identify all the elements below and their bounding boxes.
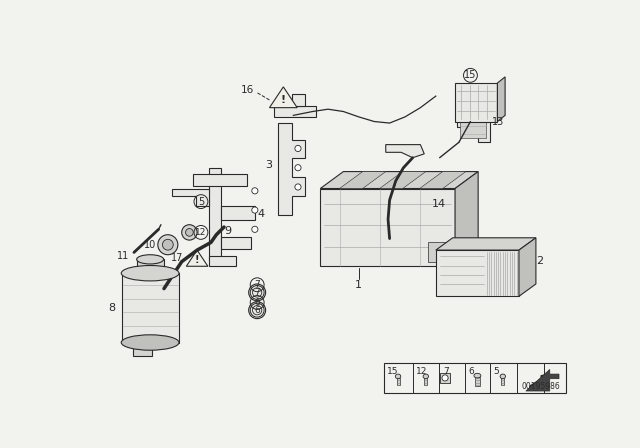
Text: 1: 1 (355, 280, 362, 290)
Text: 7: 7 (254, 288, 260, 297)
Polygon shape (292, 94, 305, 106)
Polygon shape (122, 273, 179, 343)
Polygon shape (436, 250, 519, 296)
Text: 3: 3 (265, 160, 272, 170)
Text: 15: 15 (387, 367, 399, 376)
Text: 5: 5 (493, 367, 499, 376)
Ellipse shape (396, 374, 401, 379)
Text: 4: 4 (257, 209, 264, 219)
Circle shape (186, 228, 193, 236)
Circle shape (158, 235, 178, 255)
Polygon shape (186, 250, 208, 266)
Polygon shape (221, 237, 251, 249)
Polygon shape (384, 363, 566, 392)
Polygon shape (420, 172, 466, 189)
Polygon shape (455, 83, 497, 121)
Bar (440, 373, 451, 383)
Circle shape (295, 146, 301, 151)
Polygon shape (193, 174, 247, 186)
Circle shape (249, 284, 266, 301)
Text: 6: 6 (254, 298, 260, 307)
Polygon shape (133, 339, 152, 356)
Polygon shape (380, 172, 426, 189)
Polygon shape (397, 378, 399, 385)
Text: 11: 11 (117, 251, 129, 261)
Text: !: ! (281, 95, 286, 105)
Text: !: ! (195, 255, 199, 265)
Text: 12: 12 (416, 367, 427, 376)
Polygon shape (386, 145, 424, 158)
Text: 2: 2 (536, 256, 543, 266)
Polygon shape (424, 378, 428, 385)
Text: 9: 9 (224, 226, 231, 236)
Polygon shape (172, 189, 209, 206)
Polygon shape (221, 206, 255, 220)
Text: 17: 17 (171, 253, 183, 263)
Text: 15: 15 (464, 70, 477, 80)
Ellipse shape (121, 335, 179, 350)
Polygon shape (340, 172, 386, 189)
Ellipse shape (500, 374, 506, 379)
Polygon shape (460, 116, 486, 138)
Text: 14: 14 (432, 199, 446, 209)
Polygon shape (526, 370, 559, 391)
Text: 00195986: 00195986 (522, 382, 561, 391)
Polygon shape (455, 172, 478, 266)
Ellipse shape (137, 255, 164, 264)
Polygon shape (475, 377, 480, 386)
Text: 7: 7 (254, 280, 260, 289)
Polygon shape (137, 259, 164, 273)
Text: 8: 8 (108, 303, 115, 313)
Circle shape (163, 239, 173, 250)
Ellipse shape (474, 373, 481, 378)
Polygon shape (274, 106, 316, 117)
Polygon shape (320, 189, 455, 266)
Circle shape (252, 207, 258, 213)
Text: 12: 12 (195, 228, 207, 237)
Polygon shape (209, 168, 221, 260)
Text: 13: 13 (492, 116, 504, 126)
Polygon shape (501, 378, 504, 385)
Text: 6: 6 (254, 306, 260, 314)
Polygon shape (320, 172, 478, 189)
Polygon shape (269, 87, 297, 108)
Circle shape (252, 226, 258, 233)
Ellipse shape (121, 266, 179, 281)
Circle shape (252, 188, 258, 194)
Text: 6: 6 (468, 367, 474, 376)
Text: 5: 5 (198, 197, 204, 207)
Circle shape (249, 302, 266, 319)
Polygon shape (456, 112, 490, 142)
Circle shape (182, 225, 197, 240)
Polygon shape (428, 242, 447, 262)
Polygon shape (209, 256, 236, 266)
Text: 16: 16 (241, 85, 254, 95)
Polygon shape (519, 238, 536, 296)
Text: 7: 7 (443, 367, 449, 376)
Circle shape (295, 184, 301, 190)
Polygon shape (497, 77, 505, 121)
Circle shape (295, 165, 301, 171)
Circle shape (442, 375, 448, 381)
Polygon shape (278, 123, 305, 215)
Ellipse shape (423, 374, 429, 379)
Polygon shape (436, 238, 536, 250)
Text: 10: 10 (144, 240, 156, 250)
